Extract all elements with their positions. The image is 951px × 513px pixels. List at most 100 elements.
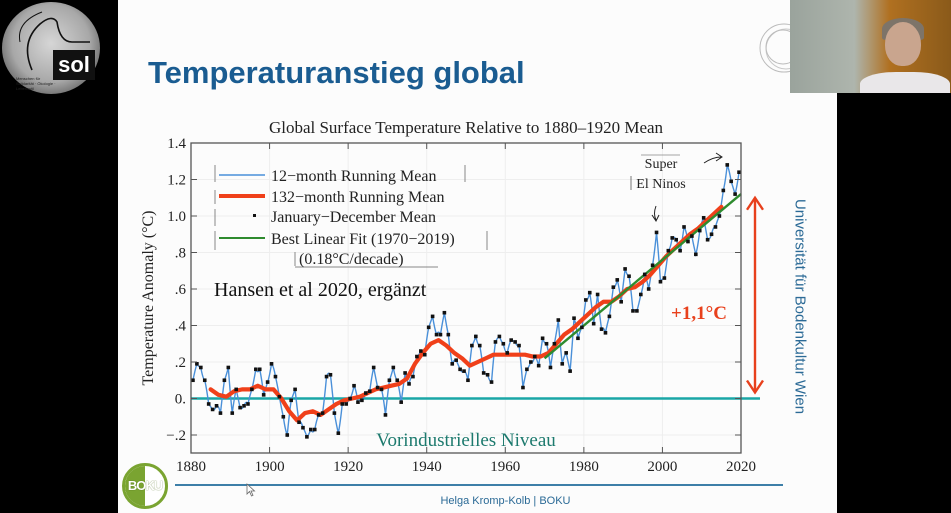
annual-mean-point — [293, 387, 297, 392]
annual-mean-point — [379, 387, 384, 392]
annual-mean-point — [234, 387, 238, 392]
annual-mean-point — [658, 279, 663, 284]
annual-mean-point — [505, 351, 510, 355]
sol-logo: sol Menschen für Solidarität · Ökologie … — [2, 2, 100, 94]
annual-mean-point — [619, 299, 623, 304]
annual-mean-point — [737, 170, 741, 174]
annual-mean-point — [639, 292, 643, 297]
annual-mean-point — [529, 360, 533, 364]
annual-mean-point — [367, 389, 372, 393]
annual-mean-point — [446, 332, 451, 337]
annual-mean-point — [273, 374, 278, 379]
annual-mean-point — [324, 374, 329, 379]
legend-label-linear-fit: Best Linear Fit (1970−2019) — [271, 231, 455, 248]
slide-background — [118, 0, 837, 513]
annual-mean-point — [383, 413, 388, 417]
series-best-linear-fit — [543, 193, 742, 360]
annual-mean-point — [340, 402, 345, 406]
annual-mean-point — [552, 341, 557, 346]
annual-mean-point — [615, 278, 620, 282]
annual-mean-point — [387, 378, 392, 383]
annual-mean-point — [328, 372, 333, 377]
annual-mean-point — [269, 362, 274, 366]
annual-mean-point — [285, 433, 290, 437]
annual-mean-point — [701, 216, 706, 220]
annual-mean-point — [391, 365, 396, 370]
x-tick-label: 1960 — [490, 459, 520, 475]
annual-mean-point — [399, 400, 403, 404]
el-nino-arrow-1998 — [651, 205, 660, 222]
annual-mean-point — [395, 378, 400, 383]
annual-mean-point — [646, 287, 651, 291]
annual-mean-point — [250, 387, 254, 392]
annual-mean-point — [297, 420, 301, 425]
annual-mean-point — [458, 367, 462, 372]
annual-mean-point — [572, 316, 576, 320]
annual-mean-point — [532, 354, 537, 359]
annual-mean-point — [281, 414, 286, 419]
annual-mean-point — [407, 382, 411, 386]
university-side-label: Universität für Bodenkultur Wien — [791, 198, 809, 415]
annual-mean-point — [454, 358, 458, 362]
annual-mean-point — [603, 331, 608, 335]
warming-arrow-head-bottom — [746, 379, 764, 395]
annual-mean-point — [312, 427, 317, 432]
annual-mean-point — [336, 431, 341, 435]
annual-mean-point — [206, 402, 211, 406]
annual-mean-point — [725, 163, 730, 167]
annual-mean-point — [497, 334, 502, 339]
y-tick-label: 1.0 — [167, 209, 186, 225]
annual-mean-point — [560, 362, 565, 366]
plot-frame — [190, 142, 742, 454]
annual-mean-point — [690, 234, 694, 238]
annual-mean-point — [214, 404, 219, 408]
annual-mean-point — [344, 402, 348, 406]
chart-axes: 1880 1900 1920 1940 1960 1980 2000 2020 −.2 0. .2.… — [166, 136, 756, 475]
annual-mean-point — [599, 327, 604, 331]
annual-mean-point — [674, 237, 678, 242]
annual-mean-point — [627, 274, 631, 279]
annual-mean-point — [426, 325, 431, 330]
annual-mean-point — [525, 367, 529, 372]
annual-mean-point — [230, 411, 235, 415]
annual-mean-point — [540, 336, 545, 341]
chart-legend: 12−month Running Mean 132−month Running … — [214, 165, 488, 268]
legend-label-132-month: 132−month Running Mean — [271, 189, 444, 206]
annual-mean-point — [261, 393, 266, 397]
university-side-label-container: Universität für Bodenkultur Wien — [790, 178, 810, 438]
sol-logo-subtitle: Menschen für Solidarität · Ökologie · Le… — [16, 76, 56, 91]
annual-mean-point — [670, 236, 675, 240]
annual-mean-point — [694, 252, 698, 257]
annual-mean-point — [199, 365, 203, 370]
annual-mean-point — [666, 248, 671, 253]
annual-mean-point — [729, 179, 733, 184]
annual-mean-point — [556, 318, 561, 322]
annual-mean-point — [580, 325, 584, 330]
annual-mean-point — [595, 292, 600, 297]
annual-mean-point — [364, 391, 368, 395]
annual-mean-point — [289, 398, 293, 403]
annual-mean-point — [191, 378, 195, 383]
annual-mean-point — [611, 285, 616, 289]
annual-mean-point — [477, 343, 482, 348]
annual-mean-point — [481, 371, 486, 375]
annual-mean-point — [316, 413, 321, 417]
annual-mean-point — [466, 378, 470, 383]
annual-mean-point — [309, 427, 313, 432]
annual-mean-point — [509, 338, 513, 342]
x-tick-label: 1920 — [333, 459, 363, 475]
warming-label: +1,1°C — [671, 303, 727, 324]
speaker-body — [860, 72, 950, 93]
annual-mean-point — [521, 385, 525, 390]
annual-mean-point — [450, 362, 455, 366]
annual-mean-point — [623, 267, 627, 271]
annual-mean-point — [717, 214, 722, 218]
annual-mean-point — [356, 400, 360, 404]
mouse-cursor-icon — [246, 483, 256, 497]
annual-mean-point — [584, 298, 588, 302]
series-132-month-running-mean — [208, 204, 724, 423]
annual-mean-point — [678, 248, 682, 253]
annual-mean-point — [332, 411, 337, 415]
annual-mean-point — [320, 411, 325, 415]
legend-label-12-month: 12−month Running Mean — [271, 168, 436, 185]
